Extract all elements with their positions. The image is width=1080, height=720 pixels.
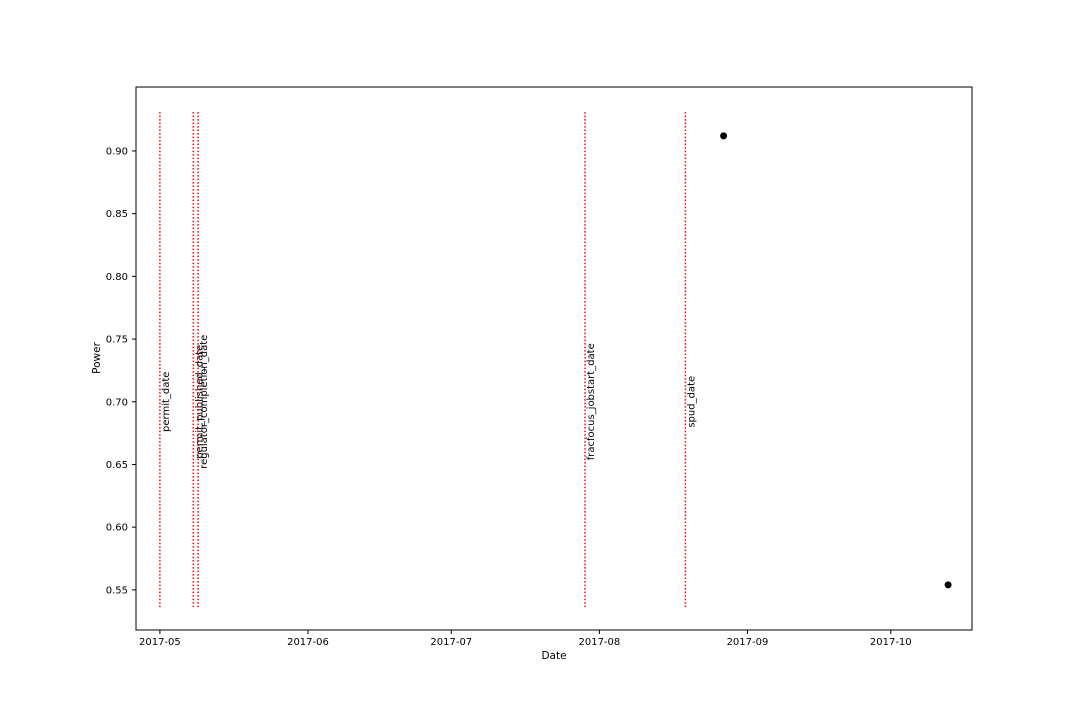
x-tick-label: 2017-10 [870,637,912,648]
x-axis-label: Date [541,650,566,662]
event-line-label: spud_date [686,376,697,428]
plot-background [136,87,972,630]
y-tick-label: 0.75 [106,335,128,346]
event-lines: permit_date permit_published_dateregulato… [159,112,697,608]
y-tick-label: 0.70 [106,397,128,408]
y-tick-label: 0.60 [106,523,128,534]
y-tick-label: 0.90 [106,146,128,157]
event-line-label: fracfocus_jobstart_date [586,343,597,460]
event-line-label: permit_date [161,372,172,432]
x-tick-label: 2017-06 [287,637,329,648]
data-points [720,132,952,589]
scatter-point [720,132,728,140]
x-tick-label: 2017-07 [430,637,472,648]
x-axis: 2017-05 2017-06 2017-07 2017-08 2017-09 2017-… [139,630,912,648]
y-axis-label: Power [91,341,103,373]
x-tick-label: 2017-08 [578,637,620,648]
y-tick-label: 0.80 [106,272,128,283]
y-tick-label: 0.65 [106,460,128,471]
y-tick-label: 0.85 [106,209,128,220]
event-line-label: permit_published_date [194,345,205,459]
y-tick-label: 0.55 [106,585,128,596]
y-axis: 0.55 0.60 0.65 0.70 0.75 0.80 0.85 0.90 [106,146,136,596]
scatter-point [944,581,952,589]
event-line-label: regulator_completion_date [199,335,210,469]
plot-frame [135,86,973,631]
x-tick-label: 2017-09 [727,637,769,648]
x-tick-label: 2017-05 [139,637,181,648]
